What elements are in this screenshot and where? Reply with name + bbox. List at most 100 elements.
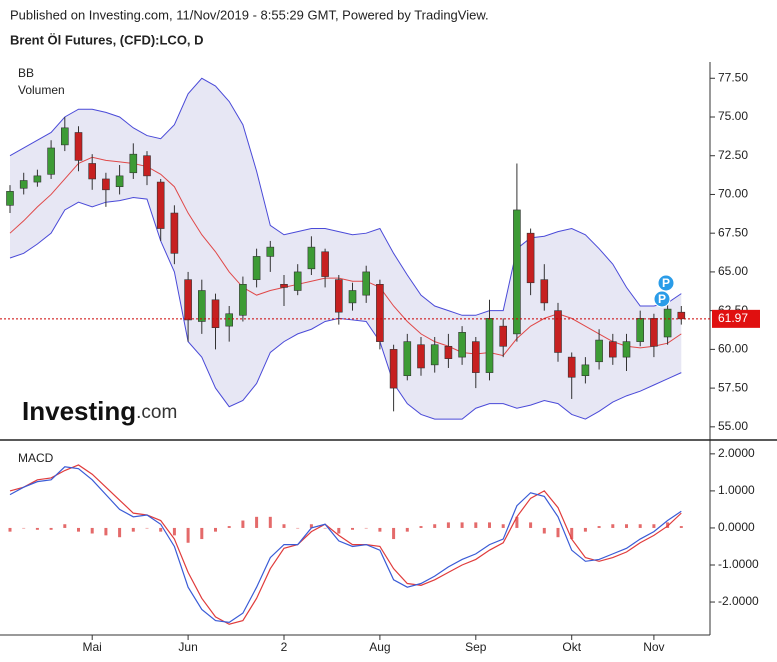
y-tick-label: -1.0000 [718, 557, 759, 571]
histogram-bar [309, 524, 313, 528]
candle-body [293, 271, 302, 291]
candle-body [471, 341, 480, 373]
y-tick-label: 0.0000 [718, 520, 755, 534]
candle-body [581, 364, 590, 377]
histogram-bar [63, 524, 67, 528]
candle-body [252, 256, 261, 280]
last-price-label: 61.97 [718, 311, 748, 325]
histogram-bar [529, 522, 533, 528]
histogram-bar [611, 524, 615, 528]
y-tick-label: 55.00 [718, 419, 748, 433]
histogram-bar [118, 527, 122, 538]
histogram-bar [296, 527, 300, 529]
histogram-bar [104, 527, 108, 536]
candle-body [156, 181, 165, 229]
candle-body [225, 313, 233, 327]
y-tick-label: 77.50 [718, 70, 748, 84]
candle-body [567, 356, 576, 378]
candle-body [307, 246, 316, 270]
x-tick-label: Jun [178, 640, 197, 654]
candle-body [540, 279, 549, 304]
histogram-bar [323, 527, 327, 529]
candle-body [102, 178, 110, 191]
candle-body [348, 290, 357, 304]
histogram-bar [433, 524, 437, 528]
candle-body [430, 344, 439, 366]
band-fill [10, 78, 682, 420]
candle-body [677, 311, 686, 320]
published-note: Published on Investing.com, 11/Nov/2019 … [10, 7, 489, 22]
candle-body [376, 284, 384, 342]
candle-body [608, 341, 617, 358]
p-marker [653, 290, 671, 308]
histogram-bar [515, 516, 519, 528]
candle-body [321, 251, 329, 277]
histogram-bar [241, 520, 245, 528]
p-marker [657, 274, 675, 292]
histogram-bar [145, 527, 149, 529]
p-marker-label: P [662, 276, 670, 290]
histogram-bar [90, 527, 94, 534]
histogram-bar [364, 527, 368, 529]
histogram-bar [77, 527, 80, 532]
histogram-bar [501, 524, 505, 528]
indicator-label: MACD [18, 451, 54, 465]
indicator-label: BB [18, 66, 34, 80]
x-tick-label: Okt [562, 640, 581, 654]
signal-line [9, 464, 682, 625]
histogram-bar [679, 526, 683, 528]
candle-body [239, 284, 247, 316]
histogram-bar [446, 522, 450, 528]
histogram-bar [488, 522, 491, 528]
candle-body [266, 246, 275, 257]
candle-body [60, 127, 69, 146]
y-tick-label: -2.0000 [718, 594, 759, 608]
x-tick-label: Nov [643, 640, 664, 654]
histogram-bar [337, 527, 341, 534]
candle-body [650, 318, 658, 347]
candle-body [403, 341, 412, 377]
logo-suffix: .com [136, 402, 177, 423]
histogram-bar [351, 527, 354, 530]
chart-title: Brent Öl Futures, (CFD):LCO, D [10, 32, 204, 47]
histogram-bar [200, 527, 204, 540]
candle-body [622, 341, 631, 358]
histogram-bar [652, 524, 656, 528]
y-tick-label: 70.00 [718, 187, 748, 201]
histogram-bar [227, 526, 231, 528]
candle-body [362, 271, 371, 296]
band-middle [9, 156, 682, 357]
y-tick-label: 2.0000 [718, 446, 755, 460]
candle-body [334, 279, 343, 313]
y-tick-label: 67.50 [718, 225, 748, 239]
histogram-bar [405, 527, 409, 532]
histogram-bar [8, 527, 12, 532]
histogram-bar [214, 527, 217, 532]
candle-body [129, 153, 138, 174]
histogram-bar [542, 527, 546, 534]
histogram-bar [255, 516, 259, 528]
candle-body [526, 232, 535, 284]
candle-body [636, 318, 645, 342]
x-tick-label: Sep [465, 640, 487, 654]
histogram-bar [597, 526, 601, 528]
x-tick-label: Mai [83, 640, 102, 654]
histogram-bar [159, 527, 163, 532]
candle-body [115, 175, 124, 188]
histogram-bar [35, 527, 39, 530]
candle-body [74, 132, 83, 161]
histogram-bar [666, 522, 670, 528]
histogram-bar [570, 527, 574, 540]
indicator-label: Volumen [18, 83, 65, 97]
macd-line [9, 466, 682, 624]
candle-body [19, 180, 28, 189]
histogram-bar [186, 527, 190, 543]
candle-body [663, 308, 672, 338]
logo-name: Investing [22, 396, 136, 426]
candle-body [513, 209, 521, 335]
y-tick-label: 57.50 [718, 380, 748, 394]
candle-body [280, 284, 288, 288]
histogram-bar [131, 527, 135, 532]
band-upper [9, 77, 682, 316]
histogram-bar [583, 527, 587, 532]
